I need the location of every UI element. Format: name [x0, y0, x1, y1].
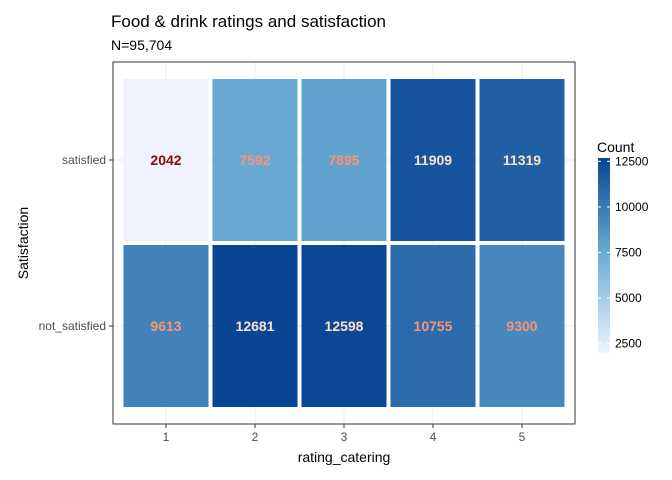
legend-colorbar-segment: [598, 255, 610, 259]
legend-colorbar-segment: [598, 161, 610, 166]
tile-value-label: 9613: [150, 318, 181, 334]
tile-value-label: 7895: [328, 152, 359, 168]
legend-colorbar-segment: [598, 274, 610, 279]
heatmap-tile: [301, 79, 387, 241]
legend-colorbar-segment: [598, 287, 610, 292]
legend-colorbar-segment: [598, 284, 610, 288]
tile-value-label: 11319: [503, 152, 541, 168]
legend-colorbar-segment: [598, 238, 610, 243]
legend-colorbar-segment: [598, 216, 610, 221]
legend-colorbar-segment: [598, 200, 610, 204]
tile-value-label: 10755: [414, 318, 453, 334]
legend-colorbar-segment: [598, 206, 610, 211]
legend-colorbar-segment: [598, 222, 610, 227]
legend-colorbar-segment: [598, 303, 610, 308]
legend-colorbar-segment: [598, 309, 610, 314]
heatmap-tile: [390, 79, 476, 241]
legend-colorbar-segment: [598, 280, 610, 285]
legend-colorbar-segment: [598, 316, 610, 321]
legend-tick-label: 2500: [615, 337, 642, 351]
legend-colorbar-segment: [598, 170, 610, 175]
legend-colorbar-segment: [598, 167, 610, 172]
legend-colorbar-segment: [598, 290, 610, 295]
legend-colorbar-segment: [598, 203, 610, 208]
legend-colorbar-segment: [598, 209, 610, 214]
tile-value-label: 11909: [414, 152, 452, 168]
heatmap-tile: [390, 245, 476, 407]
heatmap-tile: [212, 245, 298, 407]
legend-colorbar-segment: [598, 158, 610, 162]
legend-colorbar-segment: [598, 219, 610, 224]
legend-title: Count: [597, 139, 634, 155]
heatmap-tile: [301, 245, 387, 407]
legend-colorbar-segment: [598, 235, 610, 240]
legend-colorbar-segment: [598, 248, 610, 253]
legend-colorbar-segment: [598, 261, 610, 266]
legend-colorbar-segment: [598, 329, 610, 334]
legend-colorbar-segment: [598, 212, 610, 217]
legend-colorbar-segment: [598, 348, 610, 353]
legend-colorbar-segment: [598, 322, 610, 327]
legend-colorbar-segment: [598, 193, 610, 198]
heatmap-tile: [479, 245, 565, 407]
legend-colorbar-segment: [598, 300, 610, 305]
x-axis-title: rating_catering: [298, 449, 391, 465]
legend-colorbar-segment: [598, 335, 610, 340]
legend-colorbar-segment: [598, 183, 610, 188]
y-axis-title: Satisfaction: [15, 207, 31, 279]
legend-colorbar-segment: [598, 229, 610, 233]
legend-colorbar-segment: [598, 225, 610, 230]
legend-colorbar-segment: [598, 177, 610, 182]
legend-colorbar-segment: [598, 293, 610, 298]
legend-colorbar-segment: [598, 232, 610, 237]
x-tick-label: 4: [430, 430, 437, 444]
legend-colorbar-segment: [598, 277, 610, 282]
legend-colorbar-segment: [598, 264, 610, 269]
legend-colorbar-segment: [598, 242, 610, 246]
legend-colorbar-segment: [598, 313, 610, 318]
y-tick-label: not_satisfied: [39, 319, 106, 333]
legend-colorbar-segment: [598, 245, 610, 250]
tile-value-label: 12598: [325, 318, 364, 334]
heatmap-tile: [479, 79, 565, 241]
x-tick-label: 2: [252, 430, 259, 444]
legend-colorbar-segment: [598, 267, 610, 272]
tile-value-label: 9300: [506, 318, 537, 334]
legend-tick-label: 7500: [615, 245, 642, 259]
legend-tick-label: 5000: [615, 291, 642, 305]
legend-colorbar-segment: [598, 332, 610, 337]
legend-colorbar-segment: [598, 190, 610, 195]
legend-colorbar-segment: [598, 196, 610, 201]
x-tick-label: 5: [519, 430, 526, 444]
legend-colorbar-segment: [598, 342, 610, 347]
legend-colorbar-segment: [598, 319, 610, 324]
legend-colorbar-segment: [598, 258, 610, 263]
heatmap-tile: [123, 79, 209, 241]
x-tick-label: 3: [341, 430, 348, 444]
x-tick-label: 1: [163, 430, 170, 444]
tile-value-label: 12681: [236, 318, 275, 334]
legend-colorbar-segment: [598, 187, 610, 191]
legend-colorbar-segment: [598, 164, 610, 169]
legend-colorbar-segment: [598, 297, 610, 301]
legend-tick-label: 10000: [615, 200, 649, 214]
chart-subtitle: N=95,704: [111, 37, 173, 53]
heatmap-tile: [123, 245, 209, 407]
legend-colorbar-segment: [598, 326, 610, 330]
heatmap-tile: [212, 79, 298, 241]
tile-value-label: 2042: [150, 152, 181, 168]
tile-value-label: 7592: [239, 152, 270, 168]
legend-colorbar-segment: [598, 251, 610, 256]
y-tick-label: satisfied: [62, 153, 106, 167]
legend-colorbar-segment: [598, 271, 610, 275]
chart-title: Food & drink ratings and satisfaction: [111, 12, 386, 31]
legend-colorbar-segment: [598, 345, 610, 350]
legend-colorbar-segment: [598, 174, 610, 178]
legend-colorbar-segment: [598, 306, 610, 311]
legend-colorbar-segment: [598, 339, 610, 343]
legend-tick-label: 12500: [615, 154, 649, 168]
legend-colorbar-segment: [598, 180, 610, 185]
